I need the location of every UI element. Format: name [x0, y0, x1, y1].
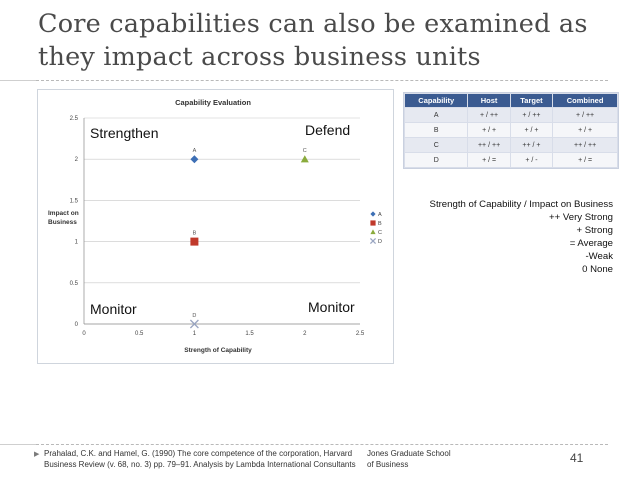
legend-label: C	[378, 230, 382, 236]
table-cell: + / ++	[467, 107, 511, 123]
data-point-label: B	[193, 231, 197, 237]
capability-table: Capability Host Target Combined A + / ++…	[403, 92, 619, 169]
data-point-d	[189, 319, 199, 329]
title-line-1: Core capabilities can also be examined a…	[38, 9, 588, 39]
table-cell: + / =	[552, 152, 618, 168]
table-cell: B	[403, 122, 469, 138]
chart-title: Capability Evaluation	[175, 98, 251, 107]
table-cell: C	[403, 137, 469, 153]
table-row: A + / ++ + / ++ + / ++	[403, 107, 618, 123]
data-point-a	[190, 155, 199, 164]
table-cell: + / +	[552, 122, 618, 138]
chart-tick-labels: 0 0.5 1 1.5 2 2.5 0 0.5 1 1.5 2 2.5	[70, 116, 365, 337]
slide-title: Core capabilities can also be examined a…	[38, 8, 608, 74]
table-cell: + / =	[467, 152, 511, 168]
capability-table-grid: Capability Host Target Combined A + / ++…	[403, 93, 618, 168]
y-tick-label: 0.5	[70, 281, 79, 287]
bullet-arrow-icon: ▶	[34, 451, 40, 458]
y-tick-label: 2.5	[70, 116, 79, 122]
table-cell: ++ / ++	[552, 137, 618, 153]
y-tick-label: 1	[75, 240, 79, 246]
footer-school: Jones Graduate School of Business	[367, 449, 451, 469]
table-row: D + / = + / - + / =	[403, 152, 618, 168]
quadrant-defend: Defend	[305, 122, 350, 138]
quadrant-strengthen: Strengthen	[90, 125, 159, 141]
data-point-label: A	[193, 148, 197, 154]
scale-legend-heading: Strength of Capability / Impact on Busin…	[429, 199, 613, 210]
title-line-2: they impact across business units	[38, 42, 481, 72]
data-point-c	[300, 155, 309, 163]
table-cell: + / -	[509, 152, 554, 168]
title-rule-left	[0, 80, 36, 81]
x-tick-label: 0	[82, 331, 86, 337]
quadrant-monitor-right: Monitor	[308, 299, 355, 315]
table-row: B + / + + / + + / +	[403, 122, 618, 138]
y-axis-label-line-1: Impact on	[48, 210, 79, 217]
x-marker-stroke	[189, 319, 199, 329]
table-cell: D	[403, 152, 469, 168]
x-tick-label: 0.5	[135, 331, 144, 337]
x-tick-label: 2.5	[356, 331, 365, 337]
footer-divider	[36, 444, 608, 445]
legend-marker-a	[370, 211, 376, 217]
y-tick-label: 0	[75, 322, 79, 328]
data-point-label: D	[192, 313, 196, 319]
footer-rule-left	[0, 444, 36, 445]
legend-label: D	[378, 239, 382, 245]
title-divider	[36, 80, 608, 81]
y-tick-label: 1.5	[70, 198, 79, 204]
scale-legend-item: ++ Very Strong	[549, 212, 613, 223]
table-cell: + / +	[509, 122, 554, 138]
legend-label: A	[378, 212, 382, 218]
table-header-cell: Target	[509, 93, 554, 108]
table-cell: + / ++	[552, 107, 618, 123]
table-header-cell: Host	[467, 93, 511, 108]
x-axis-label: Strength of Capability	[184, 347, 252, 354]
scale-legend-item: + Strong	[576, 225, 613, 236]
legend-marker-d	[369, 237, 377, 245]
x-tick-label: 1.5	[245, 331, 254, 337]
table-cell: + / ++	[509, 107, 554, 123]
chart-axes	[83, 118, 360, 325]
x-marker-stroke	[369, 237, 377, 245]
table-header-cell: Combined	[552, 93, 618, 108]
scale-legend-item: = Average	[569, 238, 613, 249]
table-cell: ++ / +	[509, 137, 554, 153]
x-tick-label: 2	[303, 331, 307, 337]
table-cell: A	[403, 107, 469, 123]
capability-evaluation-chart: Capability Evaluation 0 0.5 1 1.5 2 2.5 0 0.5 1 1…	[37, 89, 394, 364]
legend-marker-b	[370, 220, 376, 226]
x-tick-label: 1	[193, 331, 197, 337]
chart-points: A B C D	[189, 148, 309, 329]
scale-legend-item: -Weak	[585, 251, 613, 262]
quadrant-monitor-left: Monitor	[90, 301, 137, 317]
y-tick-label: 2	[75, 157, 79, 163]
table-header-row: Capability Host Target Combined	[403, 93, 618, 108]
table-header-cell: Capability	[403, 93, 469, 108]
chart-grid	[84, 117, 360, 284]
table-row: C ++ / ++ ++ / + ++ / ++	[403, 137, 618, 153]
footer-citation: Prahalad, C.K. and Hamel, G. (1990) The …	[44, 449, 356, 469]
page-number: 41	[570, 451, 584, 465]
legend-label: B	[378, 221, 382, 227]
data-point-label: C	[303, 148, 307, 154]
table-cell: ++ / ++	[467, 137, 511, 153]
legend-marker-c	[370, 229, 376, 235]
scale-legend: Strength of Capability / Impact on Busin…	[430, 198, 613, 276]
y-axis-label-line-2: Business	[48, 219, 77, 226]
scale-legend-item: 0 None	[582, 264, 613, 275]
chart-svg: Capability Evaluation 0 0.5 1 1.5 2 2.5 0 0.5 1 1…	[48, 98, 382, 354]
data-point-b	[190, 237, 199, 246]
table-cell: + / +	[467, 122, 511, 138]
